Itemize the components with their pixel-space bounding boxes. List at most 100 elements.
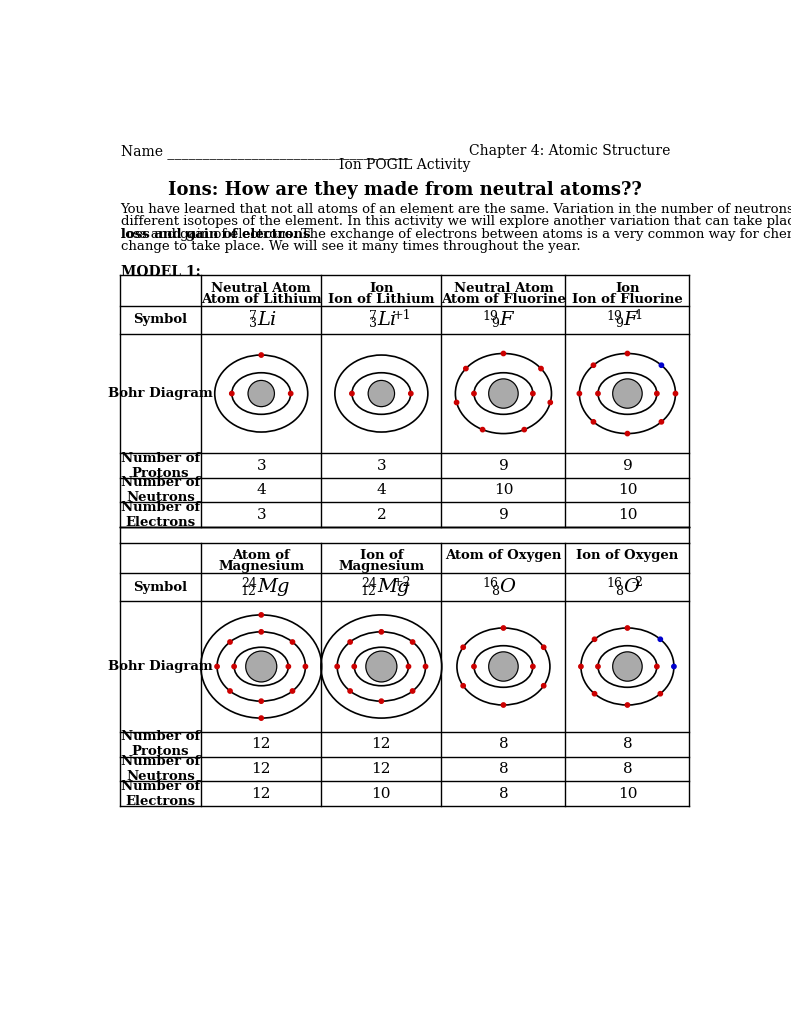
Text: different isotopes of the element. In this activity we will explore another vari: different isotopes of the element. In th…	[120, 215, 791, 228]
Text: O: O	[623, 579, 640, 596]
Text: 12: 12	[372, 762, 391, 776]
Text: Magnesium: Magnesium	[218, 560, 305, 573]
Text: Chapter 4: Atomic Structure: Chapter 4: Atomic Structure	[469, 144, 671, 159]
Text: Ion POGIL Activity: Ion POGIL Activity	[339, 159, 471, 172]
Text: 16: 16	[607, 577, 623, 590]
Text: Name ___________________________________: Name ___________________________________	[120, 144, 412, 160]
Text: 3: 3	[256, 459, 266, 472]
Text: Number of
Protons: Number of Protons	[121, 452, 200, 479]
Circle shape	[368, 381, 395, 407]
Circle shape	[531, 665, 535, 669]
Text: Number of
Neutrons: Number of Neutrons	[121, 755, 200, 783]
Circle shape	[625, 702, 630, 708]
Text: 9: 9	[623, 459, 632, 472]
Text: Atom of: Atom of	[233, 550, 290, 562]
Circle shape	[480, 427, 485, 432]
Circle shape	[596, 391, 600, 395]
Text: loss and gain of electrons: loss and gain of electrons	[120, 227, 310, 241]
Circle shape	[228, 689, 233, 693]
Circle shape	[471, 665, 476, 669]
Circle shape	[501, 351, 505, 355]
Text: 19: 19	[607, 309, 623, 323]
Circle shape	[232, 665, 237, 669]
Text: F: F	[500, 311, 513, 329]
Text: 9: 9	[615, 317, 623, 331]
Circle shape	[489, 652, 518, 681]
Circle shape	[423, 665, 428, 669]
Circle shape	[352, 665, 357, 669]
Text: Mg: Mg	[377, 579, 410, 596]
Circle shape	[655, 391, 659, 395]
Circle shape	[259, 612, 263, 617]
Text: change to take place. We will see it many times throughout the year.: change to take place. We will see it man…	[120, 240, 581, 253]
Circle shape	[613, 652, 642, 681]
Text: O: O	[500, 579, 516, 596]
Text: Magnesium: Magnesium	[339, 560, 425, 573]
Circle shape	[659, 420, 664, 424]
Text: -2: -2	[631, 577, 643, 589]
Circle shape	[672, 665, 676, 669]
Circle shape	[592, 420, 596, 424]
Circle shape	[379, 630, 384, 634]
Circle shape	[501, 702, 505, 708]
Circle shape	[673, 391, 678, 395]
Text: Number of
Electrons: Number of Electrons	[121, 501, 200, 528]
Text: 8: 8	[498, 786, 509, 801]
Text: Ion: Ion	[369, 283, 394, 295]
Text: 8: 8	[498, 762, 509, 776]
Text: Bohr Diagram: Bohr Diagram	[108, 387, 213, 400]
Text: 19: 19	[483, 309, 499, 323]
Circle shape	[522, 427, 527, 432]
Text: 12: 12	[252, 762, 271, 776]
Text: 8: 8	[498, 737, 509, 752]
Circle shape	[659, 364, 664, 368]
Circle shape	[592, 637, 596, 641]
Text: 8: 8	[490, 585, 499, 598]
Circle shape	[259, 716, 263, 720]
Circle shape	[366, 651, 397, 682]
Circle shape	[596, 665, 600, 669]
Circle shape	[259, 353, 263, 357]
Circle shape	[248, 381, 274, 407]
Circle shape	[407, 665, 411, 669]
Text: +2: +2	[393, 577, 411, 589]
Text: Symbol: Symbol	[134, 313, 187, 327]
Text: 8: 8	[615, 585, 623, 598]
Text: Ion of: Ion of	[360, 550, 403, 562]
Text: 24: 24	[361, 577, 377, 590]
Text: 10: 10	[618, 508, 638, 522]
Text: Mg: Mg	[257, 579, 290, 596]
Circle shape	[461, 684, 465, 688]
Text: 4: 4	[377, 483, 386, 498]
Circle shape	[658, 691, 663, 696]
Circle shape	[577, 391, 581, 395]
Circle shape	[542, 684, 546, 688]
Circle shape	[454, 400, 459, 404]
Circle shape	[303, 665, 308, 669]
Text: Number of
Electrons: Number of Electrons	[121, 779, 200, 808]
Circle shape	[592, 691, 596, 696]
Text: Atom of Fluorine: Atom of Fluorine	[441, 293, 566, 306]
Text: 8: 8	[623, 762, 632, 776]
Text: 9: 9	[498, 508, 509, 522]
Text: 10: 10	[372, 786, 391, 801]
Text: Ion of Lithium: Ion of Lithium	[328, 293, 434, 306]
Circle shape	[348, 640, 352, 644]
Text: Atom of Oxygen: Atom of Oxygen	[445, 550, 562, 562]
Text: 7: 7	[369, 309, 377, 323]
Circle shape	[290, 640, 294, 644]
Text: 12: 12	[252, 737, 271, 752]
Circle shape	[539, 367, 543, 371]
Text: 10: 10	[494, 483, 513, 498]
Circle shape	[411, 689, 414, 693]
Text: 10: 10	[618, 483, 638, 498]
Text: Ions: How are they made from neutral atoms??: Ions: How are they made from neutral ato…	[168, 181, 642, 200]
Text: Li: Li	[257, 311, 277, 329]
Circle shape	[289, 391, 293, 395]
Circle shape	[411, 640, 414, 644]
Text: -1: -1	[631, 309, 643, 322]
Text: Bohr Diagram: Bohr Diagram	[108, 660, 213, 673]
Circle shape	[286, 665, 290, 669]
Text: Number of
Protons: Number of Protons	[121, 730, 200, 758]
Circle shape	[579, 665, 583, 669]
